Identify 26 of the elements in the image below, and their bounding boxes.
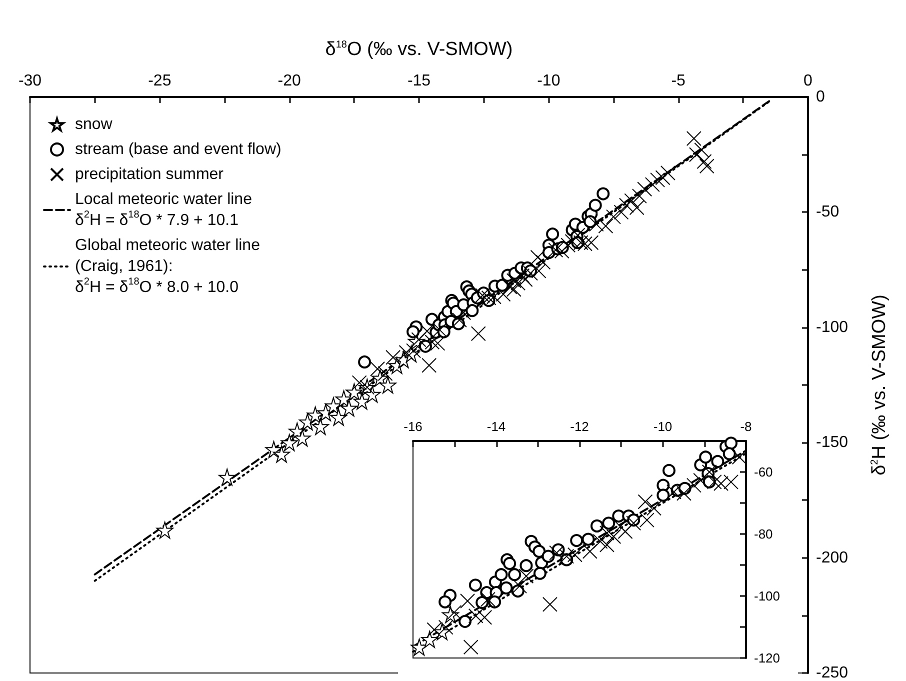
x-tick-label: -20 xyxy=(278,72,301,90)
legend-label: precipitation summer xyxy=(75,166,224,183)
x-tick-label: -8 xyxy=(740,419,752,434)
y-tick-label: -60 xyxy=(754,464,773,480)
legend-label: snow xyxy=(75,116,113,133)
y-tick-label: -100 xyxy=(816,318,848,336)
x-tick-label: 0 xyxy=(804,72,813,90)
y-tick-label: 0 xyxy=(816,88,825,106)
x-tick-label: -15 xyxy=(407,72,431,90)
x-tick-label: -10 xyxy=(653,419,672,434)
x-tick-label: -25 xyxy=(148,72,172,90)
y-tick-label: -120 xyxy=(754,650,780,666)
y-tick-label: -50 xyxy=(816,204,840,221)
y-tick-label: -250 xyxy=(816,664,848,681)
y-tick-label: -200 xyxy=(816,549,848,566)
y-axis-title: δ2H (‰ vs. V-SMOW) xyxy=(869,294,890,476)
y-tick-label: -150 xyxy=(816,434,848,452)
legend-label: stream (base and event flow) xyxy=(75,141,282,158)
x-tick-label: -5 xyxy=(671,72,686,90)
y-tick-label: -100 xyxy=(754,588,780,604)
x-tick-label: -12 xyxy=(570,419,589,434)
x-tick-label: -16 xyxy=(404,419,422,434)
x-tick-label: -30 xyxy=(18,72,42,90)
x-tick-label: -14 xyxy=(486,419,506,434)
y-tick-label: -80 xyxy=(754,526,773,542)
x-tick-label: -10 xyxy=(537,72,560,90)
